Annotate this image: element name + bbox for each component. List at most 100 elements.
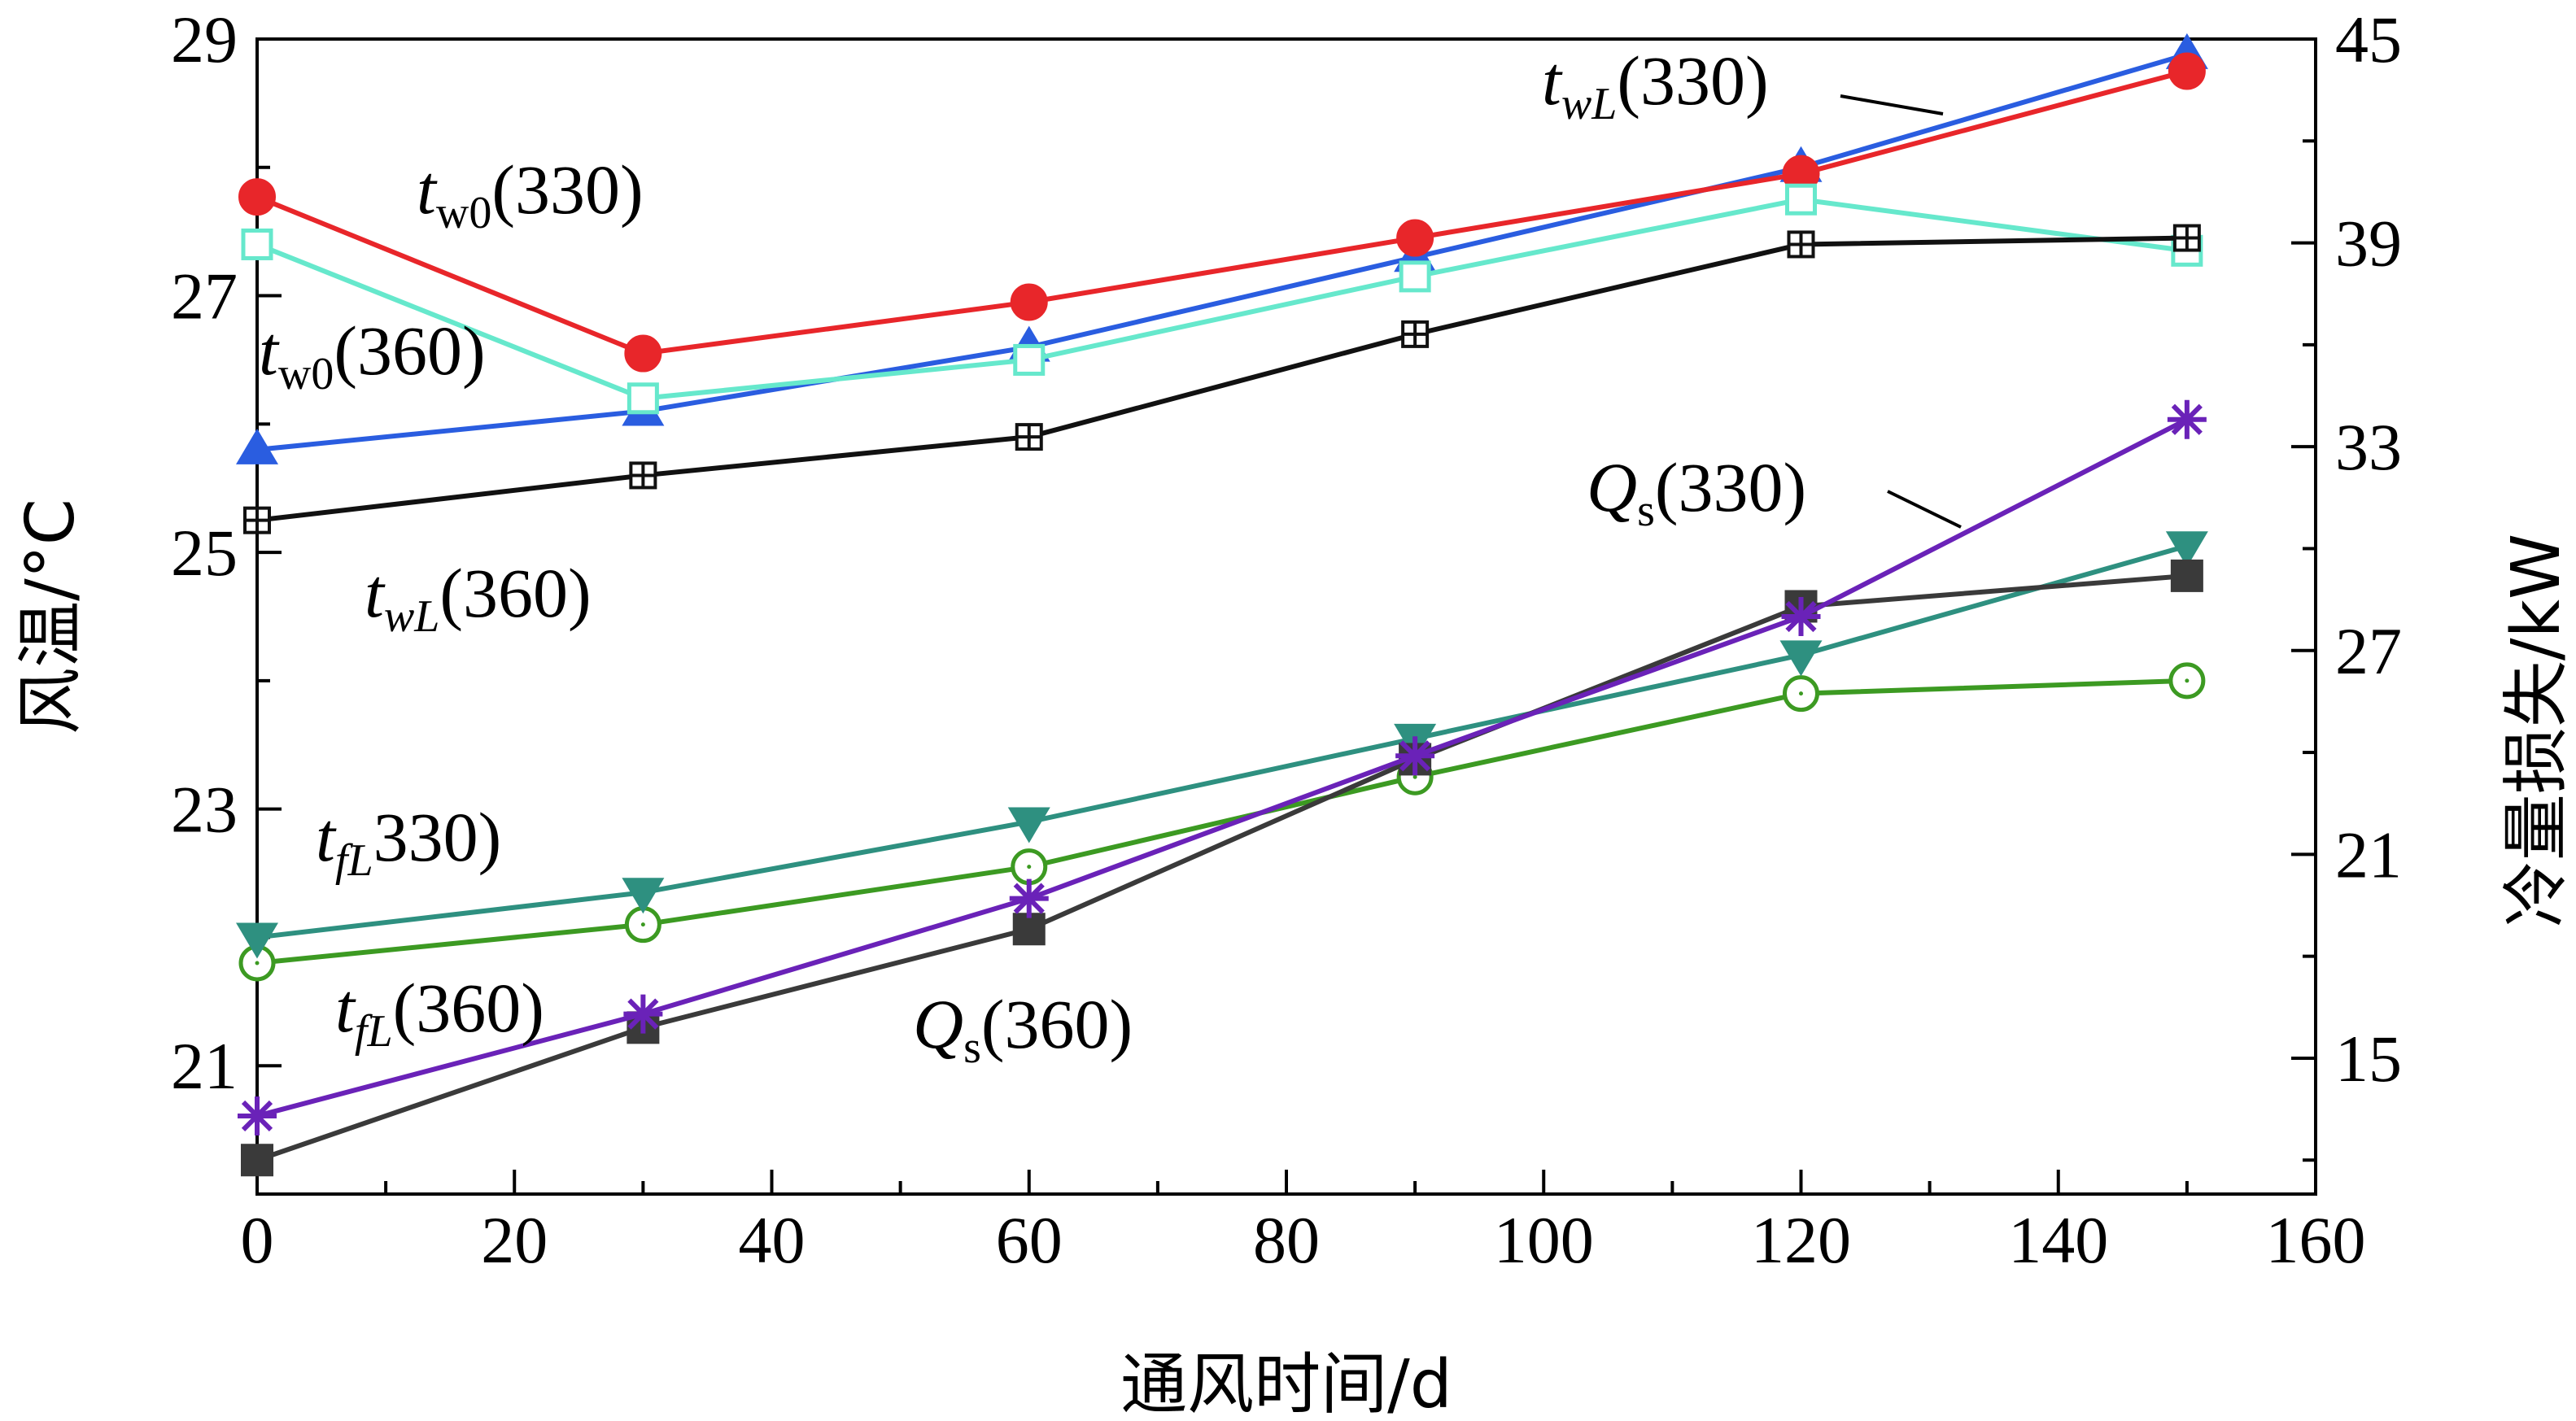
data-point-tfL_330 xyxy=(236,922,278,959)
series-tfL_360 xyxy=(238,662,2206,982)
annotation-subscript: s xyxy=(963,1022,981,1073)
data-point-tw0_360 xyxy=(241,228,273,260)
annotation-var: t xyxy=(335,969,356,1047)
y-right-tick-label: 15 xyxy=(2335,1022,2402,1096)
data-point-tfL_330 xyxy=(622,878,665,914)
x-tick-label: 80 xyxy=(1253,1203,1320,1277)
data-point-Qs_360 xyxy=(1012,913,1046,946)
annotation-layer: tw0(330)twL(330)tw0(360)twL(360)tfL330)t… xyxy=(259,41,1962,1073)
x-tick-label: 60 xyxy=(996,1203,1063,1277)
annotation-var: t xyxy=(259,312,280,390)
marker-center xyxy=(640,922,645,927)
data-point-twL_360 xyxy=(1787,230,1815,259)
annotation-Qs_330: Qs(330) xyxy=(1587,448,1806,536)
data-point-twL_360 xyxy=(2172,224,2201,252)
marker-center xyxy=(1027,865,1032,870)
series-line-twL_330 xyxy=(256,52,2188,452)
y-axis-title-right: 冷量损失/kW xyxy=(2498,534,2575,927)
annotation-tail: 330) xyxy=(373,798,502,876)
tick-labels: 0 20 40 60 80 100 120 140 160 21 23 25 27 29 15 21 27 33 3… xyxy=(171,2,2402,1277)
data-point-tfL_360 xyxy=(1783,675,1819,713)
marker-center xyxy=(255,961,260,965)
annotation-leader-Qs_330 xyxy=(1887,490,1962,529)
annotation-tw0_360: tw0(360) xyxy=(259,312,486,399)
series-twL_360 xyxy=(243,224,2201,534)
annotation-tfL_360: tfL(360) xyxy=(335,969,544,1057)
data-point-tfL_360 xyxy=(1011,848,1048,886)
data-point-Qs_330 xyxy=(238,1096,277,1135)
series-line-tfL_360 xyxy=(256,678,2187,965)
annotation-Qs_360: Qs(360) xyxy=(913,985,1133,1073)
annotation-subscript: w0 xyxy=(436,188,491,238)
annotation-tail: (360) xyxy=(439,554,591,632)
data-point-Qs_360 xyxy=(2170,559,2203,592)
data-point-tw0_330 xyxy=(2168,52,2206,90)
annotation-tail: (330) xyxy=(1655,448,1806,526)
series-layer xyxy=(236,33,2208,1177)
annotation-tail: (330) xyxy=(1617,41,1768,120)
data-point-tw0_360 xyxy=(1785,183,1817,216)
series-line-tfL_330 xyxy=(256,543,2188,940)
y-left-tick-label: 25 xyxy=(171,516,238,590)
annotation-var: Q xyxy=(913,985,963,1063)
annotation-tfL_330: tfL330) xyxy=(316,798,501,886)
series-line-Qs_330 xyxy=(256,417,2189,1118)
x-tick-label: 160 xyxy=(2266,1203,2366,1277)
data-point-tfL_360 xyxy=(2168,662,2206,700)
annotation-tw0_330: tw0(330) xyxy=(417,150,644,238)
x-tick-label: 40 xyxy=(739,1203,806,1277)
marker-center xyxy=(2185,678,2190,683)
series-tfL_330 xyxy=(236,531,2208,959)
data-point-Qs_360 xyxy=(241,1144,273,1177)
y-left-tick-label: 21 xyxy=(171,1029,238,1103)
annotation-tail: (330) xyxy=(491,150,643,229)
x-tick-label: 140 xyxy=(2008,1203,2108,1277)
data-point-tfL_330 xyxy=(2165,531,2208,568)
y-right-tick-label: 33 xyxy=(2335,410,2402,484)
data-point-tw0_330 xyxy=(1396,219,1434,257)
annotation-var: t xyxy=(316,798,337,876)
data-point-twL_360 xyxy=(243,506,271,534)
annotation-subscript: wL xyxy=(384,591,440,642)
series-line-twL_360 xyxy=(256,235,2187,523)
y-axis-title-left: 风温/°C xyxy=(12,499,90,734)
annotation-var: t xyxy=(417,150,438,229)
x-tick-label: 20 xyxy=(481,1203,548,1277)
annotation-twL_360: twL(360) xyxy=(365,554,592,642)
annotation-leader-twL_330 xyxy=(1840,94,1944,116)
data-point-tw0_360 xyxy=(627,382,659,415)
y-left-tick-label: 27 xyxy=(171,259,238,333)
series-line-tw0_330 xyxy=(255,68,2188,356)
x-tick-label: 120 xyxy=(1751,1203,1851,1277)
data-point-Qs_330 xyxy=(623,994,663,1034)
annotation-var: t xyxy=(365,554,386,632)
data-point-twL_330 xyxy=(236,428,278,464)
y-right-tick-label: 45 xyxy=(2335,2,2402,76)
x-axis-title: 通风时间/d xyxy=(1120,1346,1452,1421)
series-line-tw0_360 xyxy=(255,197,2188,401)
data-point-tw0_330 xyxy=(1010,283,1048,321)
annotation-subscript: wL xyxy=(1561,79,1618,129)
data-point-Qs_330 xyxy=(1781,597,1821,636)
annotation-subscript: fL xyxy=(335,835,373,886)
series-Qs_330 xyxy=(238,399,2207,1135)
marker-spoke xyxy=(1399,740,1431,772)
series-tw0_360 xyxy=(241,183,2203,415)
data-point-tw0_360 xyxy=(1013,343,1046,376)
annotation-var: Q xyxy=(1587,448,1637,526)
marker-spoke xyxy=(627,998,659,1030)
annotation-var: t xyxy=(1542,41,1563,120)
annotation-tail: (360) xyxy=(393,969,544,1047)
annotation-subscript: s xyxy=(1637,486,1655,536)
x-tick-label: 0 xyxy=(241,1203,274,1277)
data-point-tw0_330 xyxy=(624,334,662,373)
data-point-tw0_330 xyxy=(238,178,276,216)
y-left-tick-label: 23 xyxy=(171,773,238,847)
x-tick-label: 100 xyxy=(1494,1203,1594,1277)
data-point-Qs_330 xyxy=(1009,878,1049,918)
annotation-tail: (360) xyxy=(334,312,485,390)
marker-center xyxy=(1799,691,1803,696)
data-point-Qs_330 xyxy=(1395,736,1435,776)
marker-spoke xyxy=(1013,883,1045,914)
y-left-tick-label: 29 xyxy=(171,2,238,76)
